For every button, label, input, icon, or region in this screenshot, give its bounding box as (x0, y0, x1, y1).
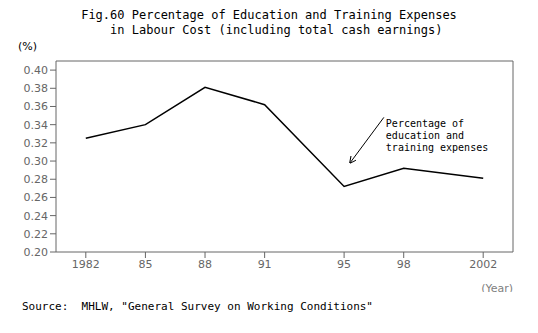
svg-text:85: 85 (138, 258, 152, 271)
svg-text:2002: 2002 (469, 258, 497, 271)
svg-text:95: 95 (337, 258, 351, 271)
svg-text:0.26: 0.26 (24, 191, 49, 204)
svg-text:91: 91 (258, 258, 272, 271)
svg-text:0.36: 0.36 (24, 100, 49, 113)
svg-text:0.32: 0.32 (24, 137, 49, 150)
svg-text:Percentage ofeducation andtrai: Percentage ofeducation andtraining expen… (386, 118, 488, 153)
svg-text:88: 88 (198, 258, 212, 271)
svg-text:1982: 1982 (72, 258, 100, 271)
svg-text:98: 98 (397, 258, 411, 271)
svg-text:0.30: 0.30 (24, 155, 49, 168)
svg-text:0.40: 0.40 (24, 64, 49, 77)
svg-text:0.22: 0.22 (24, 228, 49, 241)
svg-text:0.24: 0.24 (24, 210, 49, 223)
svg-text:0.20: 0.20 (24, 246, 49, 259)
html-text:Fig.60 Percentage of Education: Fig.60 Percentage of Education and Train… (81, 8, 457, 37)
html-text:Source: MHLW, "General Survey: Source: MHLW, "General Survey on Working… (22, 300, 373, 313)
svg-text:0.34: 0.34 (24, 119, 49, 132)
svg-text:0.38: 0.38 (24, 82, 49, 95)
svg-text:0.28: 0.28 (24, 173, 49, 186)
svg-text:(Year): (Year) (481, 282, 513, 292)
